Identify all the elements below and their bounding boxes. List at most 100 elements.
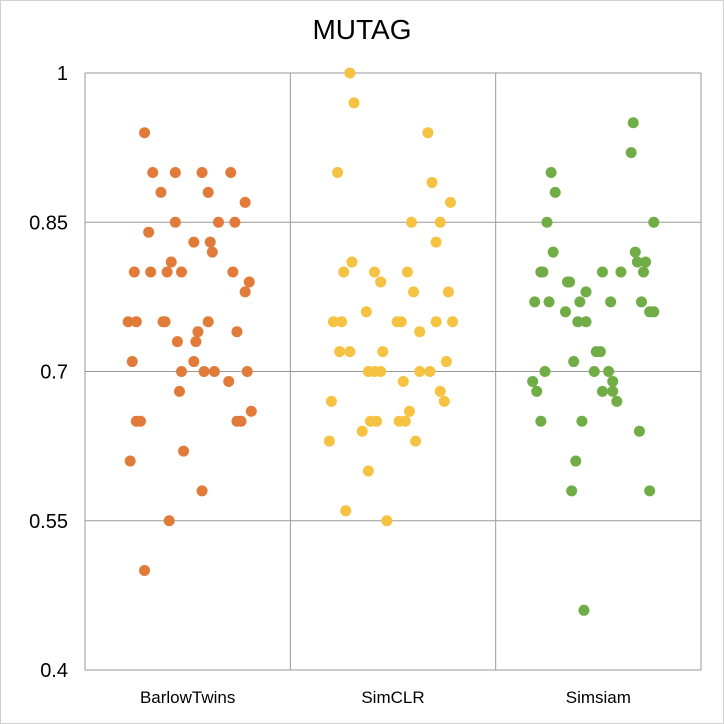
data-point-barlowtwins bbox=[202, 316, 214, 328]
data-point-simclr bbox=[334, 346, 346, 358]
data-point-simsiam bbox=[635, 296, 647, 308]
data-point-simsiam bbox=[596, 266, 608, 278]
data-point-simclr bbox=[336, 316, 348, 328]
data-point-simclr bbox=[395, 316, 407, 328]
data-point-barlowtwins bbox=[173, 385, 185, 397]
data-point-simclr bbox=[414, 326, 426, 338]
data-point-simsiam bbox=[633, 425, 645, 437]
y-tick-label: 1 bbox=[57, 63, 68, 85]
data-point-simclr bbox=[434, 216, 446, 228]
x-category-label: BarlowTwins bbox=[140, 688, 235, 707]
data-point-simclr bbox=[399, 415, 411, 427]
data-point-barlowtwins bbox=[161, 266, 173, 278]
data-point-simclr bbox=[444, 196, 456, 208]
data-point-simsiam bbox=[607, 375, 619, 387]
data-point-barlowtwins bbox=[225, 167, 237, 178]
data-point-barlowtwins bbox=[124, 455, 136, 467]
data-point-simsiam bbox=[615, 266, 627, 278]
data-point-simclr bbox=[410, 435, 422, 447]
data-point-simclr bbox=[381, 515, 393, 527]
data-point-simsiam bbox=[535, 415, 547, 427]
data-point-simsiam bbox=[564, 276, 576, 288]
data-point-simsiam bbox=[625, 147, 637, 159]
data-point-barlowtwins bbox=[169, 167, 181, 178]
data-point-simsiam bbox=[574, 296, 586, 308]
data-point-barlowtwins bbox=[145, 266, 157, 278]
data-point-simsiam bbox=[572, 316, 584, 328]
data-point-simclr bbox=[426, 176, 438, 188]
data-point-simclr bbox=[375, 276, 387, 288]
data-point-simclr bbox=[377, 346, 389, 358]
data-point-simsiam bbox=[566, 485, 578, 497]
data-point-barlowtwins bbox=[139, 127, 151, 139]
data-point-simsiam bbox=[607, 385, 619, 397]
data-point-simclr bbox=[403, 405, 415, 417]
data-point-simsiam bbox=[594, 346, 606, 358]
data-point-simsiam bbox=[549, 186, 561, 198]
data-point-simclr bbox=[323, 435, 335, 447]
data-point-simsiam bbox=[611, 395, 623, 407]
data-point-simclr bbox=[375, 366, 387, 377]
data-point-barlowtwins bbox=[239, 286, 251, 298]
data-point-barlowtwins bbox=[229, 216, 241, 228]
data-point-simclr bbox=[440, 356, 452, 368]
data-point-simclr bbox=[346, 256, 358, 268]
data-point-simsiam bbox=[529, 296, 541, 308]
data-point-simsiam bbox=[539, 366, 551, 377]
data-point-simsiam bbox=[603, 366, 615, 377]
data-point-simclr bbox=[362, 465, 374, 477]
data-point-simsiam bbox=[545, 167, 557, 178]
data-point-simclr bbox=[434, 385, 446, 397]
labels-layer: 0.4 0.55 0.7 0.85 1 BarlowTwins SimCLR Simsiam bbox=[29, 63, 631, 707]
data-point-simclr bbox=[414, 366, 426, 377]
data-point-simclr bbox=[430, 236, 442, 248]
x-category-label: Simsiam bbox=[566, 688, 631, 707]
data-point-barlowtwins bbox=[245, 405, 257, 417]
data-point-simsiam bbox=[648, 216, 660, 228]
data-point-simclr bbox=[338, 266, 350, 278]
data-point-barlowtwins bbox=[198, 366, 210, 377]
data-point-simclr bbox=[430, 316, 442, 328]
data-point-simclr bbox=[356, 425, 368, 437]
data-point-simclr bbox=[348, 97, 360, 109]
data-point-simsiam bbox=[547, 246, 559, 258]
data-point-barlowtwins bbox=[178, 445, 190, 457]
data-point-barlowtwins bbox=[190, 336, 202, 348]
data-point-simsiam bbox=[531, 385, 543, 397]
data-point-simclr bbox=[369, 266, 381, 278]
data-point-barlowtwins bbox=[130, 316, 142, 328]
data-point-simclr bbox=[401, 266, 413, 278]
data-point-simsiam bbox=[605, 296, 617, 308]
data-point-barlowtwins bbox=[134, 415, 146, 427]
data-point-barlowtwins bbox=[165, 256, 177, 268]
y-tick-label: 0.85 bbox=[29, 212, 68, 234]
data-point-barlowtwins bbox=[212, 216, 224, 228]
data-point-barlowtwins bbox=[188, 356, 200, 368]
data-point-simsiam bbox=[631, 256, 643, 268]
data-point-simclr bbox=[360, 306, 372, 318]
data-point-barlowtwins bbox=[176, 266, 188, 278]
data-point-simsiam bbox=[570, 455, 582, 467]
data-point-simsiam bbox=[559, 306, 571, 318]
y-tick-label: 0.4 bbox=[40, 660, 68, 682]
data-point-barlowtwins bbox=[192, 326, 204, 338]
data-point-simsiam bbox=[543, 296, 555, 308]
data-point-barlowtwins bbox=[155, 186, 167, 198]
data-point-barlowtwins bbox=[163, 515, 175, 527]
y-tick-label: 0.7 bbox=[40, 362, 68, 384]
data-point-simsiam bbox=[588, 366, 600, 377]
data-point-simclr bbox=[447, 316, 459, 328]
data-point-simsiam bbox=[629, 246, 641, 258]
data-point-barlowtwins bbox=[227, 266, 239, 278]
data-point-simsiam bbox=[578, 604, 590, 616]
data-point-barlowtwins bbox=[243, 276, 255, 288]
data-point-barlowtwins bbox=[241, 366, 253, 377]
data-point-barlowtwins bbox=[126, 356, 138, 368]
data-point-simsiam bbox=[527, 375, 539, 387]
data-point-barlowtwins bbox=[239, 196, 251, 208]
data-point-simclr bbox=[438, 395, 450, 407]
data-point-barlowtwins bbox=[204, 236, 216, 248]
data-point-barlowtwins bbox=[206, 246, 218, 258]
data-point-simclr bbox=[408, 286, 420, 298]
